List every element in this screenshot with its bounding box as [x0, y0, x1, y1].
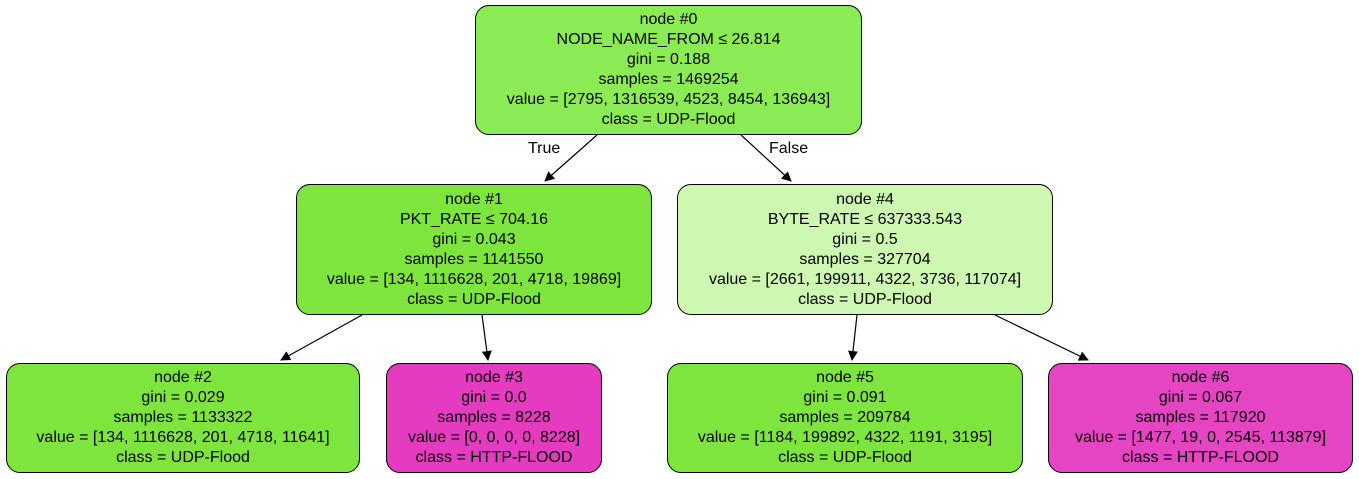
node-samples: samples = 1469254 [598, 71, 739, 88]
node-class: class = UDP-Flood [778, 449, 912, 466]
node-title: node #2 [154, 369, 212, 386]
node-gini: gini = 0.188 [626, 51, 711, 68]
node-class: class = UDP-Flood [116, 449, 250, 466]
node-gini: gini = 0.091 [803, 389, 887, 406]
node-split-rule: NODE_NAME_FROM ≤ 26.814 [556, 31, 781, 48]
node-gini: gini = 0.0 [461, 389, 527, 406]
node-samples: samples = 1133322 [113, 409, 253, 426]
node-value: value = [1184, 199892, 4322, 1191, 3195] [697, 429, 993, 446]
tree-node-6: node #6 gini = 0.067 samples = 117920 va… [1048, 363, 1353, 473]
node-class: class = UDP-Flood [798, 290, 932, 308]
tree-node-0: node #0 NODE_NAME_FROM ≤ 26.814 gini = 0… [475, 5, 862, 135]
node-samples: samples = 327704 [799, 250, 931, 268]
node-class: class = HTTP-FLOOD [415, 449, 573, 466]
node-class: class = HTTP-FLOOD [1122, 449, 1279, 466]
node-value: value = [134, 1116628, 201, 4718, 11641] [36, 429, 330, 446]
node-split-rule: BYTE_RATE ≤ 637333.543 [767, 210, 963, 228]
node-split-rule: PKT_RATE ≤ 704.16 [399, 210, 549, 228]
node-title: node #4 [836, 190, 894, 208]
edge-n0-n1 [544, 134, 598, 182]
tree-node-5: node #5 gini = 0.091 samples = 209784 va… [667, 363, 1023, 473]
node-title: node #6 [1171, 369, 1230, 386]
tree-node-2: node #2 gini = 0.029 samples = 1133322 v… [6, 363, 360, 473]
tree-node-3: node #3 gini = 0.0 samples = 8228 value … [386, 363, 602, 473]
edge-n1-n3 [481, 314, 492, 361]
node-title: node #0 [639, 11, 698, 28]
edge-label-true: True [528, 140, 561, 157]
node-samples: samples = 117920 [1135, 409, 1266, 426]
node-title: node #1 [445, 190, 503, 208]
node-class: class = UDP-Flood [407, 290, 541, 308]
node-gini: gini = 0.067 [1158, 389, 1243, 406]
edge-label-false: False [769, 140, 809, 157]
node-title: node #5 [816, 369, 874, 386]
node-value: value = [2795, 1316539, 4523, 8454, 1369… [506, 91, 831, 108]
node-samples: samples = 1141550 [404, 250, 544, 268]
node-value: value = [1477, 19, 0, 2545, 113879] [1074, 429, 1327, 446]
edge-n0-n4 [740, 134, 792, 182]
node-value: value = [0, 0, 0, 0, 8228] [407, 429, 581, 446]
node-gini: gini = 0.5 [832, 230, 898, 248]
node-gini: gini = 0.043 [432, 230, 516, 248]
tree-node-4: node #4 BYTE_RATE ≤ 637333.543 gini = 0.… [677, 184, 1053, 315]
edge-n4-n6 [994, 314, 1089, 361]
tree-node-1: node #1 PKT_RATE ≤ 704.16 gini = 0.043 s… [296, 184, 652, 315]
edge-n4-n5 [848, 314, 858, 361]
edge-n1-n2 [280, 314, 363, 361]
node-samples: samples = 209784 [779, 409, 911, 426]
node-value: value = [2661, 199911, 4322, 3736, 11707… [708, 270, 1022, 288]
node-value: value = [134, 1116628, 201, 4718, 19869] [326, 270, 622, 288]
node-gini: gini = 0.029 [141, 389, 225, 406]
node-title: node #3 [465, 369, 523, 386]
node-samples: samples = 8228 [437, 409, 551, 426]
node-class: class = UDP-Flood [601, 111, 736, 128]
